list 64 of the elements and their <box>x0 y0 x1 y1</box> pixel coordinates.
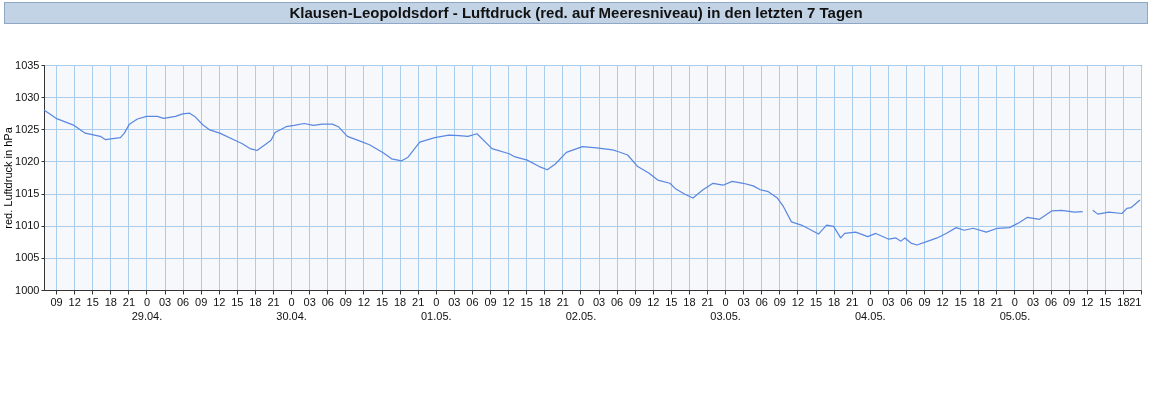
x-tick-label: 18 <box>249 295 262 308</box>
x-tick-label: 09 <box>1063 295 1076 308</box>
y-axis-title: red. Luftdruck in hPa <box>2 126 15 229</box>
x-tick-label: 21 <box>846 295 859 308</box>
x-tick-label: 06 <box>321 295 334 308</box>
x-tick-label: 15 <box>809 295 823 308</box>
x-tick-label: 03 <box>158 295 172 308</box>
x-tick-label: 15 <box>231 295 244 308</box>
x-tick-label: 09 <box>484 295 497 308</box>
y-tick-label: 1000 <box>15 283 40 296</box>
y-tick-label: 1030 <box>15 90 40 103</box>
x-tick-label: 18 <box>104 295 117 308</box>
x-tick-label: 03 <box>737 295 750 308</box>
x-tick-label: 21 <box>990 295 1003 308</box>
x-tick-label: 21 <box>122 295 136 308</box>
x-tick-label: 03 <box>448 295 461 308</box>
x-tick-label: 15 <box>665 295 678 308</box>
x-tick-label: 09 <box>50 295 63 308</box>
x-tick-label: 12 <box>213 295 226 308</box>
x-tick-label: 15 <box>520 295 533 308</box>
y-tick-label: 1015 <box>15 187 40 200</box>
x-tick-label: 06 <box>177 295 190 308</box>
y-tick-label: 1010 <box>15 219 40 232</box>
x-tick-label: 03 <box>303 295 316 308</box>
x-tick-label: 21 <box>412 295 425 308</box>
x-tick-label: 18 <box>394 295 407 308</box>
x-tick-label: 12 <box>1081 295 1094 308</box>
x-tick-label: 15 <box>954 295 967 308</box>
x-tick-label: 18 <box>683 295 696 308</box>
x-tick-label: 09 <box>918 295 931 308</box>
x-tick-label: 06 <box>755 295 768 308</box>
x-tick-label: 18 <box>827 295 841 308</box>
x-tick-label: 15 <box>375 295 389 308</box>
x-tick-label: 21 <box>267 295 280 308</box>
x-tick-label: 09 <box>339 295 352 308</box>
x-tick-label: 06 <box>610 295 624 308</box>
x-tick-label: 03 <box>882 295 895 308</box>
chart-title: Klausen-Leopoldsdorf - Luftdruck (red. auf Meeresniveau) in den letzten 7 Tagen <box>4 2 1148 24</box>
x-tick-label: 09 <box>195 295 208 308</box>
x-tick-label: 06 <box>900 295 913 308</box>
x-tick-label: 03 <box>1026 295 1040 308</box>
y-tick-label: 1020 <box>15 154 40 167</box>
x-tick-label: 21 <box>701 295 714 308</box>
x-tick-label: 06 <box>466 295 479 308</box>
x-tick-label: 03 <box>592 295 606 308</box>
x-tick-label: 18 <box>538 295 551 308</box>
x-tick-label: 12 <box>357 295 371 308</box>
y-tick-label: 1035 <box>15 58 40 71</box>
x-tick-label: 06 <box>1044 295 1058 308</box>
x-tick-label: 09 <box>629 295 642 308</box>
x-tick-label: 12 <box>68 295 81 308</box>
x-tick-label: 18 <box>972 295 985 308</box>
y-tick-label: 1005 <box>15 251 40 264</box>
y-tick-label: 1025 <box>15 122 40 135</box>
x-tick-label: 21 <box>1129 295 1142 308</box>
x-tick-label: 12 <box>791 295 805 308</box>
x-tick-label: 18 <box>1117 295 1130 308</box>
x-tick-label: 09 <box>773 295 786 308</box>
x-tick-label: 12 <box>502 295 515 308</box>
x-tick-label: 12 <box>647 295 660 308</box>
x-tick-label: 15 <box>1099 295 1112 308</box>
x-tick-label: 15 <box>86 295 99 308</box>
x-tick-label: 12 <box>936 295 949 308</box>
x-tick-label: 21 <box>556 295 569 308</box>
